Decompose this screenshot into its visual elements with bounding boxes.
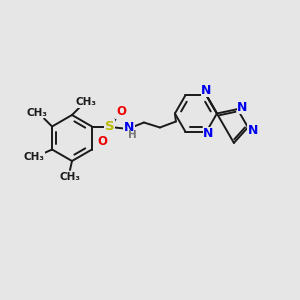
Text: N: N bbox=[248, 124, 258, 137]
Text: O: O bbox=[116, 105, 126, 118]
Text: N: N bbox=[124, 121, 134, 134]
Text: H: H bbox=[128, 130, 136, 140]
Text: N: N bbox=[237, 100, 248, 114]
Text: O: O bbox=[97, 135, 107, 148]
Text: CH₃: CH₃ bbox=[27, 107, 48, 118]
Text: N: N bbox=[203, 127, 214, 140]
Text: CH₃: CH₃ bbox=[76, 97, 97, 107]
Text: S: S bbox=[105, 120, 115, 133]
Text: N: N bbox=[201, 84, 212, 97]
Text: CH₃: CH₃ bbox=[59, 172, 80, 182]
Text: CH₃: CH₃ bbox=[24, 152, 45, 161]
